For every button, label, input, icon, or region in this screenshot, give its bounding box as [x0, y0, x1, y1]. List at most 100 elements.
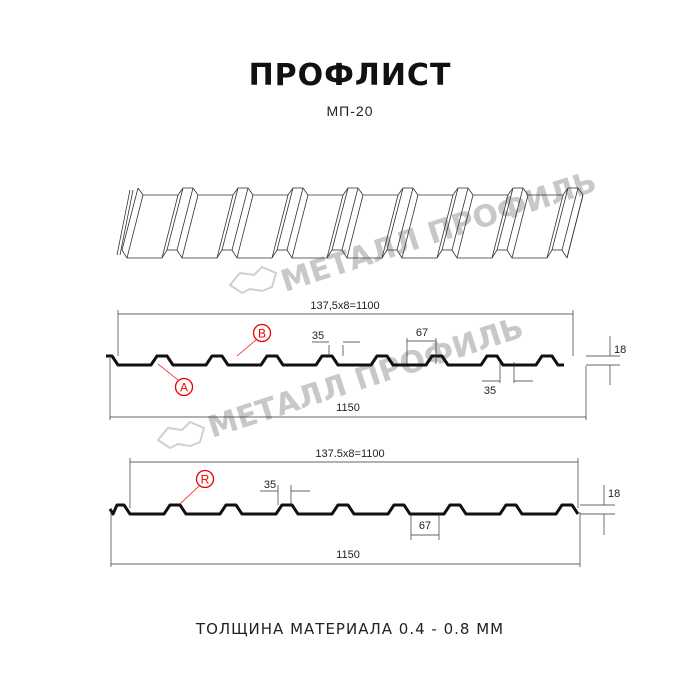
sheet-edge	[177, 187, 184, 196]
sheet-edge	[119, 189, 134, 256]
sheet-edge	[506, 249, 513, 259]
width-label: 1150	[336, 402, 360, 414]
height-label: 18	[608, 488, 620, 500]
profile-2-line	[108, 503, 580, 516]
sheet-edge	[161, 194, 179, 259]
sheet-edge	[231, 187, 249, 251]
sheet-edge	[137, 187, 144, 196]
page-subtitle: МП-20	[326, 103, 374, 119]
sheet-edge	[341, 187, 359, 251]
watermark-logo-icon	[228, 265, 278, 295]
sheet-edge	[121, 187, 139, 251]
callout-a: A	[157, 363, 194, 397]
sheet-edge	[386, 187, 404, 251]
svg-text:B: B	[258, 327, 266, 341]
sheet-edge	[451, 249, 458, 259]
sheet-edge	[302, 187, 309, 196]
svg-text:A: A	[180, 381, 188, 395]
watermark-logo-icon	[156, 420, 206, 450]
sheet-edge	[451, 187, 469, 251]
sheet-edge	[401, 194, 419, 259]
sheet-edge	[357, 187, 364, 196]
sheet-edge	[436, 194, 454, 259]
sheet-edge	[192, 187, 199, 196]
sheet-edge	[176, 187, 194, 251]
sheet-edge	[577, 187, 584, 196]
material-thickness-note: ТОЛЩИНА МАТЕРИАЛА 0.4 - 0.8 ММ	[195, 620, 505, 638]
sheet-edge	[286, 249, 293, 259]
sheet-edge	[551, 187, 569, 251]
sheet-edge	[396, 249, 403, 259]
sheet-edge	[507, 187, 514, 196]
sheet-edge	[396, 187, 414, 251]
sheet-edge	[511, 194, 529, 259]
sheet-edge	[326, 194, 344, 259]
sheet-edge	[562, 187, 569, 196]
sheet-3d-view	[116, 187, 584, 259]
profile-1-line	[106, 354, 564, 367]
watermark-1: МЕТАЛЛ ПРОФИЛЬ	[228, 164, 601, 300]
sheet-edge	[166, 187, 184, 251]
sheet-edge	[271, 249, 278, 259]
sheet-edge	[216, 249, 223, 259]
sheet-edge	[216, 194, 234, 259]
sheet-edge	[326, 249, 333, 259]
sheet-edge	[271, 194, 289, 259]
sheet-edge	[231, 249, 238, 259]
sheet-edge	[331, 187, 349, 251]
sheet-edge	[496, 187, 514, 251]
watermark-2: МЕТАЛЛ ПРОФИЛЬ	[156, 310, 528, 450]
sheet-edge	[221, 187, 239, 251]
sheet-edge	[236, 194, 254, 259]
sheet-edge	[456, 194, 474, 259]
sheet-edge	[412, 187, 419, 196]
sheet-edge	[342, 187, 349, 196]
sheet-edge	[566, 194, 584, 259]
valley-label: 67	[416, 327, 428, 339]
sheet-edge	[181, 194, 199, 259]
page-title: ПРОФЛИСТ	[248, 58, 452, 93]
rib-top-label: 35	[264, 479, 276, 491]
sheet-edge	[286, 187, 304, 251]
sheet-edge	[126, 194, 144, 259]
svg-text:R: R	[201, 473, 210, 487]
sheet-edge	[546, 194, 564, 259]
pitch-label: 137.5x8=1100	[315, 448, 384, 460]
pitch-label: 137,5x8=1100	[310, 300, 379, 312]
sheet-edge	[441, 187, 459, 251]
sheet-edge	[247, 187, 254, 196]
sheet-edge	[522, 187, 529, 196]
sheet-edge	[176, 249, 183, 259]
profile-1-section: 137,5x8=1100 1150 35 67 35 18 B A	[106, 300, 626, 420]
sheet-edge	[397, 187, 404, 196]
sheet-edge	[546, 249, 553, 259]
watermark-text: МЕТАЛЛ ПРОФИЛЬ	[204, 310, 528, 445]
sheet-edge	[561, 249, 568, 259]
sheet-edge	[381, 194, 399, 259]
sheet-edge	[436, 249, 443, 259]
sheet-edge	[491, 194, 509, 259]
callout-r: R	[179, 469, 215, 505]
sheet-edge	[161, 249, 168, 259]
height-label: 18	[614, 344, 626, 356]
width-label: 1150	[336, 549, 360, 561]
sheet-edge	[346, 194, 364, 259]
sheet-edge	[276, 187, 294, 251]
rib-top-label: 35	[312, 330, 324, 342]
sheet-edge	[341, 249, 348, 259]
sheet-edge	[467, 187, 474, 196]
sheet-edge	[561, 187, 579, 251]
sheet-edge	[491, 249, 498, 259]
sheet-edge	[291, 194, 309, 259]
valley-label: 67	[419, 520, 431, 532]
profile-2-section: 137.5x8=1100 1150 35 67 18 R	[108, 448, 620, 567]
watermark-text: МЕТАЛЛ ПРОФИЛЬ	[277, 164, 601, 299]
sheet-edge	[116, 189, 131, 256]
callout-b: B	[236, 323, 272, 357]
sheet-edge	[452, 187, 459, 196]
rib-bottom-label: 35	[484, 385, 496, 397]
sheet-edge	[381, 249, 388, 259]
sheet-edge	[287, 187, 294, 196]
